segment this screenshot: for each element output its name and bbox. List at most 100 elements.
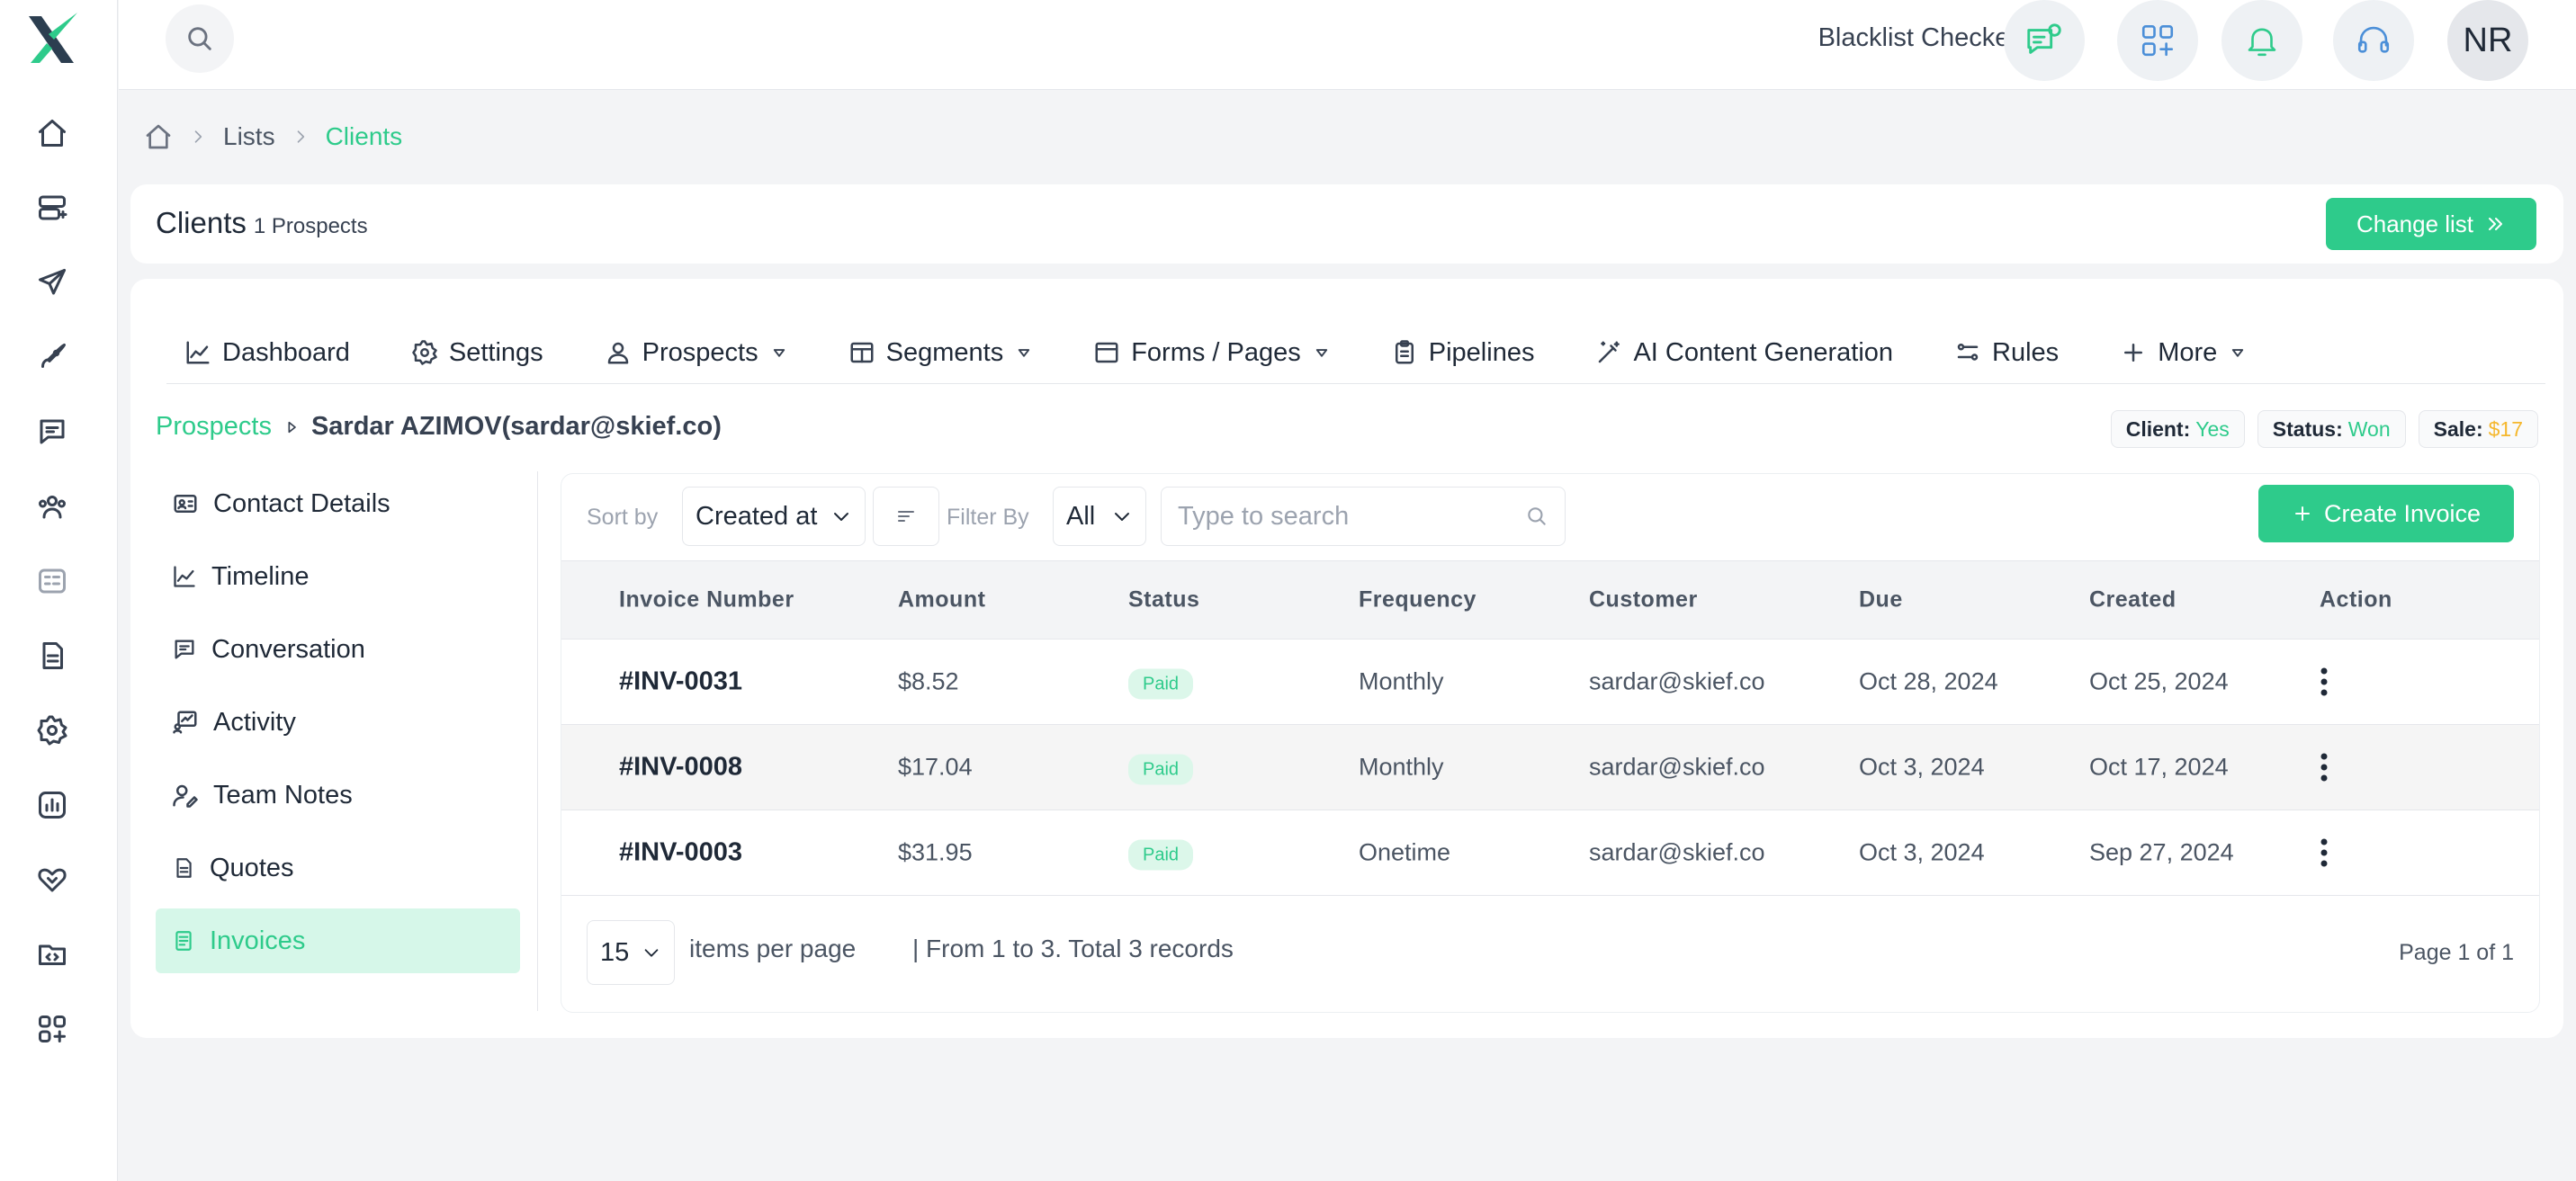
column-header[interactable]: Customer bbox=[1589, 586, 1698, 613]
caret-down-icon bbox=[1016, 344, 1032, 361]
tab-segments[interactable]: Segments bbox=[848, 338, 1033, 368]
message-icon[interactable] bbox=[32, 412, 72, 452]
rocket-icon[interactable] bbox=[32, 337, 72, 377]
page-title: Clients 1 Prospects bbox=[156, 206, 368, 240]
create-invoice-button[interactable]: Create Invoice bbox=[2258, 485, 2514, 542]
table-row[interactable]: #INV-0003 $31.95 Paid Onetime sardar@ski… bbox=[561, 810, 2539, 896]
subnav-label: Team Notes bbox=[213, 780, 353, 810]
table-row[interactable]: #INV-0031 $8.52 Paid Monthly sardar@skie… bbox=[561, 640, 2539, 725]
subnav-label: Timeline bbox=[211, 561, 310, 591]
page-subtitle: 1 Prospects bbox=[253, 214, 368, 238]
card-icon[interactable] bbox=[32, 561, 72, 601]
search-field[interactable] bbox=[1161, 487, 1566, 546]
pagination: 15 items per page | From 1 to 3. Total 3… bbox=[561, 891, 2539, 990]
sort-order-button[interactable] bbox=[873, 487, 939, 546]
bell-icon[interactable] bbox=[2221, 0, 2302, 81]
breadcrumb-lists[interactable]: Lists bbox=[223, 122, 275, 150]
status-badge: Status: Won bbox=[2257, 410, 2406, 448]
sale-badge-value: $17 bbox=[2488, 416, 2523, 441]
chevron-right-icon bbox=[292, 128, 310, 146]
caret-down-icon bbox=[2230, 344, 2246, 361]
heart-handshake-icon[interactable] bbox=[32, 860, 72, 899]
clipboard-icon bbox=[1391, 339, 1418, 366]
search-icon[interactable] bbox=[166, 4, 234, 73]
invoice-due: Oct 28, 2024 bbox=[1859, 667, 1998, 695]
search-icon bbox=[1525, 505, 1548, 528]
gear-icon[interactable] bbox=[32, 711, 72, 750]
id-card-icon bbox=[172, 490, 199, 517]
table-header: Invoice Number Amount Status Frequency C… bbox=[561, 560, 2539, 640]
column-header[interactable]: Invoice Number bbox=[619, 586, 794, 613]
subnav-conversation[interactable]: Conversation bbox=[156, 617, 520, 682]
subnav-invoices[interactable]: Invoices bbox=[156, 908, 520, 973]
subnav-team-notes[interactable]: Team Notes bbox=[156, 763, 520, 828]
column-header[interactable]: Amount bbox=[898, 586, 986, 613]
app-name-link[interactable]: Blacklist Checker bbox=[1818, 23, 2018, 52]
chart-icon[interactable] bbox=[32, 785, 72, 825]
subnav-contact-details[interactable]: Contact Details bbox=[156, 471, 520, 536]
headset-icon[interactable] bbox=[2333, 0, 2414, 81]
tab-more[interactable]: More bbox=[2120, 338, 2246, 368]
status-badges: Client: Yes Status: Won Sale: $17 bbox=[2110, 410, 2538, 448]
home-icon[interactable] bbox=[32, 113, 72, 153]
send-icon[interactable] bbox=[32, 263, 72, 302]
filter-by-select[interactable]: All bbox=[1053, 487, 1146, 546]
invoice-number[interactable]: #INV-0003 bbox=[619, 837, 743, 867]
tabs-divider bbox=[166, 383, 2545, 384]
chat-settings-icon[interactable] bbox=[2004, 0, 2085, 81]
folder-code-icon[interactable] bbox=[32, 935, 72, 974]
server-icon[interactable] bbox=[32, 188, 72, 228]
tab-dashboard[interactable]: Dashboard bbox=[184, 338, 350, 368]
prospects-link[interactable]: Prospects bbox=[156, 412, 272, 441]
subnav-activity[interactable]: Activity bbox=[156, 690, 520, 755]
logo[interactable] bbox=[23, 9, 83, 68]
tab-rules[interactable]: Rules bbox=[1954, 338, 2059, 368]
table-row[interactable]: #INV-0008 $17.04 Paid Monthly sardar@ski… bbox=[561, 725, 2539, 810]
column-header[interactable]: Created bbox=[2089, 586, 2177, 613]
caret-right-icon bbox=[284, 420, 299, 434]
invoices-panel: Sort by Created at Filter By All Create … bbox=[561, 473, 2540, 1013]
status-badge: Paid bbox=[1128, 668, 1194, 700]
subnav-quotes[interactable]: Quotes bbox=[156, 836, 520, 900]
tab-settings[interactable]: Settings bbox=[411, 338, 543, 368]
breadcrumb-clients[interactable]: Clients bbox=[325, 122, 403, 150]
invoice-created: Oct 25, 2024 bbox=[2089, 667, 2229, 695]
invoice-customer: sardar@skief.co bbox=[1589, 753, 1765, 781]
column-header[interactable]: Due bbox=[1859, 586, 1903, 613]
invoice-amount: $8.52 bbox=[898, 667, 959, 695]
invoice-number[interactable]: #INV-0031 bbox=[619, 667, 743, 696]
search-input[interactable] bbox=[1178, 501, 1525, 532]
tab-prospects[interactable]: Prospects bbox=[605, 338, 787, 368]
invoice-created: Oct 17, 2024 bbox=[2089, 753, 2229, 781]
caret-down-icon bbox=[771, 344, 787, 361]
avatar[interactable]: NR bbox=[2447, 0, 2528, 81]
tab-forms-pages[interactable]: Forms / Pages bbox=[1093, 338, 1330, 368]
tab-pipelines[interactable]: Pipelines bbox=[1391, 338, 1534, 368]
invoice-customer: sardar@skief.co bbox=[1589, 667, 1765, 695]
invoices-toolbar: Sort by Created at Filter By All Create … bbox=[561, 474, 2539, 560]
per-page-select[interactable]: 15 bbox=[587, 920, 675, 985]
invoice-icon bbox=[172, 929, 195, 953]
document-icon[interactable] bbox=[32, 636, 72, 675]
tab-ai-content-generation[interactable]: AI Content Generation bbox=[1595, 338, 1893, 368]
column-header[interactable]: Status bbox=[1128, 586, 1200, 613]
invoice-due: Oct 3, 2024 bbox=[1859, 753, 1985, 781]
more-vertical-icon[interactable] bbox=[2320, 666, 2329, 698]
prospect-name: Sardar AZIMOV(sardar@skief.co) bbox=[310, 412, 722, 441]
more-vertical-icon[interactable] bbox=[2320, 837, 2329, 869]
users-icon[interactable] bbox=[32, 487, 72, 526]
sort-by-select[interactable]: Created at bbox=[682, 487, 866, 546]
more-vertical-icon[interactable] bbox=[2320, 751, 2329, 783]
column-header[interactable]: Frequency bbox=[1359, 586, 1476, 613]
rules-icon bbox=[1954, 339, 1981, 366]
sort-lines-icon bbox=[895, 506, 917, 527]
client-badge-label: Client: bbox=[2125, 416, 2191, 441]
subnav-timeline[interactable]: Timeline bbox=[156, 544, 520, 609]
apps-add-icon[interactable] bbox=[2117, 0, 2198, 81]
invoice-amount: $17.04 bbox=[898, 753, 973, 781]
invoice-number[interactable]: #INV-0008 bbox=[619, 752, 743, 782]
home-icon[interactable] bbox=[144, 122, 173, 151]
change-list-button[interactable]: Change list bbox=[2326, 198, 2536, 250]
apps-add-icon[interactable] bbox=[32, 1009, 72, 1049]
activity-icon bbox=[172, 709, 199, 736]
